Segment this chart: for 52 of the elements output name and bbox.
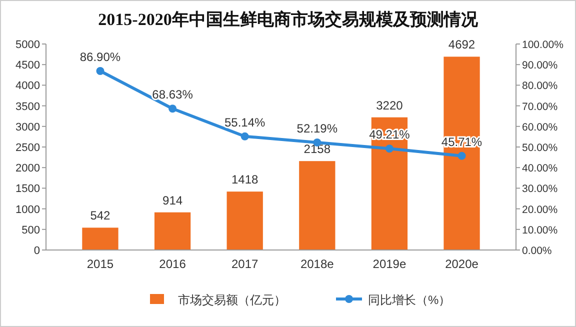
point: [240, 132, 249, 140]
y2-tick-label: 0.00%: [522, 245, 552, 257]
data-label: 914: [162, 193, 183, 208]
data-label: 52.19%: [296, 121, 338, 136]
chart-title: 2015-2020年中国生鲜电商市场交易规模及预测情况: [98, 10, 479, 29]
data-label: 3220: [376, 98, 404, 112]
y2-tick-label: 100.00%: [522, 39, 564, 51]
legend-label: 市场交易额（亿元）: [178, 293, 286, 307]
x-tick-label: 2017: [231, 257, 259, 271]
data-label: 4692: [448, 38, 476, 52]
x-tick-label: 2020e: [445, 257, 479, 271]
y2-tick-label: 50.00%: [522, 142, 558, 154]
y-tick-label: 2000: [16, 162, 40, 175]
y2-tick-label: 40.00%: [522, 162, 558, 175]
data-label: 1418: [231, 172, 259, 187]
y2-tick-label: 60.00%: [522, 121, 558, 134]
data-label: 542: [90, 208, 111, 223]
bar: [371, 117, 408, 250]
bar: [299, 161, 336, 250]
bar: [226, 192, 263, 250]
data-label: 55.14%: [224, 115, 266, 130]
y-tick-label: 4000: [16, 80, 40, 92]
data-label: 86.90%: [80, 50, 121, 64]
y2-tick-label: 90.00%: [522, 60, 558, 72]
point: [458, 152, 466, 160]
data-label: 2158: [304, 142, 331, 156]
bar: [82, 228, 118, 250]
data-label: 68.63%: [152, 88, 194, 102]
y-tick-label: 3500: [16, 100, 40, 113]
y-tick-label: 4500: [16, 60, 40, 72]
point: [96, 66, 104, 75]
y-tick-label: 2500: [16, 142, 40, 154]
x-tick-label: 2016: [159, 257, 186, 271]
x-tick-label: 2018e: [300, 257, 334, 271]
y-tick-label: 500: [22, 224, 40, 236]
x-tick-label: 2015: [86, 257, 114, 271]
y2-tick-label: 30.00%: [522, 183, 558, 196]
x-tick-label: 2019e: [372, 257, 406, 271]
y2-tick-label: 20.00%: [522, 204, 558, 216]
point: [385, 144, 394, 153]
y-tick-label: 1000: [16, 204, 40, 216]
legend-label: 同比增长（%）: [368, 293, 451, 307]
y2-tick-label: 70.00%: [522, 100, 558, 113]
bar: [154, 212, 191, 250]
y-tick-label: 1500: [16, 183, 40, 196]
y-tick-label: 3000: [16, 121, 40, 134]
y2-tick-label: 10.00%: [522, 224, 558, 236]
bar: [444, 56, 480, 250]
y2-tick-label: 80.00%: [522, 80, 558, 92]
point: [168, 104, 177, 113]
y-tick-label: 0: [34, 245, 40, 257]
y-tick-label: 5000: [16, 39, 40, 51]
